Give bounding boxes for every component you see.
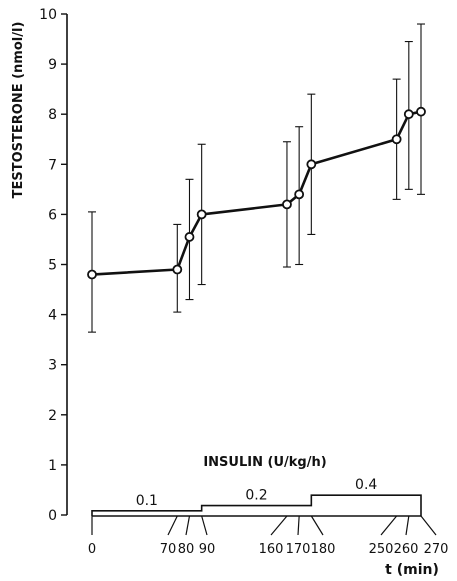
y-axis-title: TESTOSTERONE (nmol/l) — [11, 22, 26, 199]
x-tick-label-170: 170 — [286, 542, 311, 557]
x-tick-90 — [201, 515, 208, 536]
x-tick-label-160: 160 — [259, 542, 284, 557]
y-axis: 0 1 2 3 4 5 6 7 8 9 10 — [39, 7, 68, 524]
x-tick-270 — [420, 515, 437, 536]
x-tick-250 — [380, 515, 398, 536]
x-tick-label-250: 250 — [369, 542, 394, 557]
y-tick-label-9: 9 — [48, 57, 57, 73]
x-tick-label-260: 260 — [394, 542, 419, 557]
data-point-170 — [294, 189, 305, 200]
y-tick-label-4: 4 — [48, 308, 57, 324]
insulin-dose-label-0: 0.1 — [136, 493, 158, 509]
x-tick-label-80: 80 — [178, 542, 195, 557]
x-tick-80 — [185, 515, 191, 536]
x-tick-label-70: 70 — [160, 542, 177, 557]
y-tick-label-0: 0 — [48, 508, 57, 524]
y-tick-label-3: 3 — [48, 358, 57, 374]
insulin-title: INSULIN (U/kg/h) — [203, 455, 326, 470]
data-point-160 — [282, 199, 292, 210]
x-tick-label-90: 90 — [199, 542, 216, 557]
testosterone-line — [91, 110, 422, 276]
error-bars — [88, 23, 425, 333]
y-tick-label-1: 1 — [48, 458, 57, 474]
y-tick-label-5: 5 — [48, 258, 57, 274]
data-point-70 — [172, 264, 183, 275]
insulin-dose-label-1: 0.2 — [245, 488, 267, 504]
data-points — [87, 106, 426, 280]
insulin-panel: 0.1 0.2 0.4 — [91, 477, 422, 516]
x-tick-label-0: 0 — [88, 542, 96, 557]
x-tick-260 — [405, 515, 410, 536]
data-point-180 — [306, 159, 317, 170]
x-tick-180 — [310, 515, 324, 536]
data-point-0 — [87, 269, 97, 280]
data-point-270 — [416, 106, 426, 117]
data-point-90 — [196, 209, 207, 220]
x-tick-170 — [297, 515, 300, 536]
x-tick-160 — [270, 515, 288, 536]
series-line — [91, 110, 422, 276]
data-point-260 — [403, 109, 414, 120]
x-axis-title: t (min) — [385, 562, 439, 578]
y-tick-label-10: 10 — [39, 7, 57, 23]
x-axis: 0 70 80 90 160 170 180 250 260 270 — [88, 515, 449, 557]
data-point-250 — [391, 134, 402, 145]
y-tick-label-2: 2 — [48, 408, 57, 424]
y-tick-label-6: 6 — [48, 207, 57, 223]
insulin-dose-label-2: 0.4 — [355, 477, 377, 493]
y-tick-label-8: 8 — [48, 107, 57, 123]
x-tick-label-180: 180 — [311, 542, 336, 557]
x-tick-label-270: 270 — [424, 542, 449, 557]
data-point-80 — [184, 232, 195, 242]
x-tick-70 — [167, 515, 178, 536]
insulin-step-profile — [91, 494, 422, 516]
y-tick-label-7: 7 — [48, 157, 57, 173]
